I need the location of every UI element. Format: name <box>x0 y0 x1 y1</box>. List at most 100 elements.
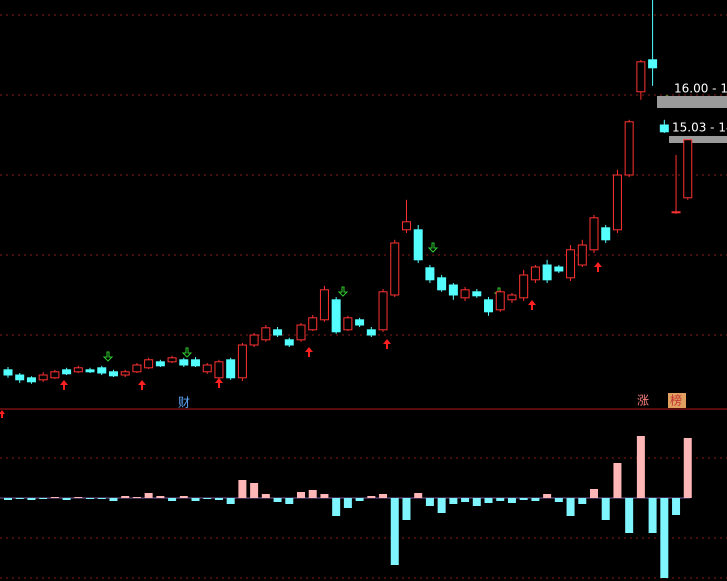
candle-body <box>50 371 60 379</box>
bar <box>531 498 540 501</box>
tag-bg <box>668 393 686 408</box>
bar <box>297 492 305 498</box>
sell-arrow <box>102 351 114 362</box>
bar <box>156 496 165 498</box>
candle-body <box>401 221 411 231</box>
bar <box>86 498 95 499</box>
bar <box>601 498 610 520</box>
bar <box>590 489 598 498</box>
candle-body <box>566 249 576 279</box>
bar <box>566 498 575 516</box>
buy-arrow <box>60 380 68 390</box>
bar <box>121 496 130 498</box>
candle-body <box>132 364 142 373</box>
bar <box>625 498 634 533</box>
candle-body <box>648 59 658 69</box>
bar <box>50 497 59 498</box>
candle-body <box>214 361 224 379</box>
bar <box>648 498 657 533</box>
bar <box>226 498 235 504</box>
candle-body <box>484 299 494 313</box>
bar <box>238 480 247 498</box>
grid <box>0 14 727 579</box>
bar <box>27 498 36 500</box>
candle-body <box>507 294 517 301</box>
candle-body <box>378 291 388 331</box>
bar <box>39 498 48 499</box>
candle-body <box>273 329 283 336</box>
candle-body <box>296 324 306 341</box>
candle-body <box>97 367 107 374</box>
candle-body <box>659 124 669 133</box>
bar <box>355 498 364 501</box>
candle-body <box>355 319 365 326</box>
bar <box>15 498 24 499</box>
candle-body <box>612 174 622 231</box>
event-tag: 涨 <box>637 393 649 408</box>
buy-arrow <box>383 339 391 349</box>
candle-body <box>226 359 236 379</box>
candle-body <box>437 277 447 291</box>
sell-arrow <box>427 242 439 253</box>
bar <box>308 490 317 498</box>
bar <box>109 498 118 501</box>
candle-body <box>179 359 189 366</box>
bar <box>461 498 470 502</box>
bar <box>484 498 493 503</box>
bar <box>472 498 481 506</box>
bar <box>402 498 411 520</box>
candle-body <box>366 329 376 336</box>
candle-body <box>120 371 130 376</box>
bar <box>672 498 681 515</box>
buy-arrow <box>305 347 313 357</box>
candle-body <box>519 274 529 299</box>
price-band <box>657 96 727 108</box>
bar <box>285 498 294 504</box>
bar <box>390 498 399 565</box>
candle-body <box>542 264 552 281</box>
bar <box>273 498 282 502</box>
buy-arrow <box>0 410 5 418</box>
bar <box>636 436 645 498</box>
candle-body <box>155 361 165 367</box>
buy-arrow <box>528 300 536 310</box>
bar <box>578 498 587 504</box>
buy-arrow <box>594 262 602 272</box>
candle-body <box>73 367 83 373</box>
candle-body <box>577 244 587 266</box>
buy-arrow <box>215 378 223 388</box>
price-band <box>669 136 727 143</box>
candle-body <box>683 139 693 199</box>
buy-arrow <box>138 380 146 390</box>
bar <box>332 498 341 516</box>
candle-body <box>495 291 505 311</box>
candle-body <box>15 374 25 381</box>
sell-arrow <box>337 286 349 297</box>
candle-body <box>530 266 540 281</box>
bar <box>613 463 622 498</box>
bar <box>203 498 212 499</box>
bar <box>191 498 200 501</box>
candle-body <box>38 374 48 381</box>
bar <box>554 498 563 502</box>
candle-body <box>167 357 177 363</box>
bar <box>97 498 106 499</box>
price-label: 15.03 - 14 <box>672 121 727 135</box>
bar <box>74 497 83 498</box>
candle-body <box>331 299 341 333</box>
bar <box>507 498 516 503</box>
candle-body <box>319 289 329 321</box>
bar <box>425 498 434 506</box>
bar <box>367 496 376 498</box>
candle-body <box>448 284 458 296</box>
bar <box>132 497 141 498</box>
bar <box>543 494 552 498</box>
price-label: 16.00 - 15.6 <box>674 82 727 96</box>
candle-body <box>636 61 646 93</box>
bar <box>683 438 692 498</box>
bar <box>320 494 329 498</box>
event-tag: 榜 <box>670 393 682 408</box>
candle-body <box>601 227 611 241</box>
bar <box>343 498 352 508</box>
